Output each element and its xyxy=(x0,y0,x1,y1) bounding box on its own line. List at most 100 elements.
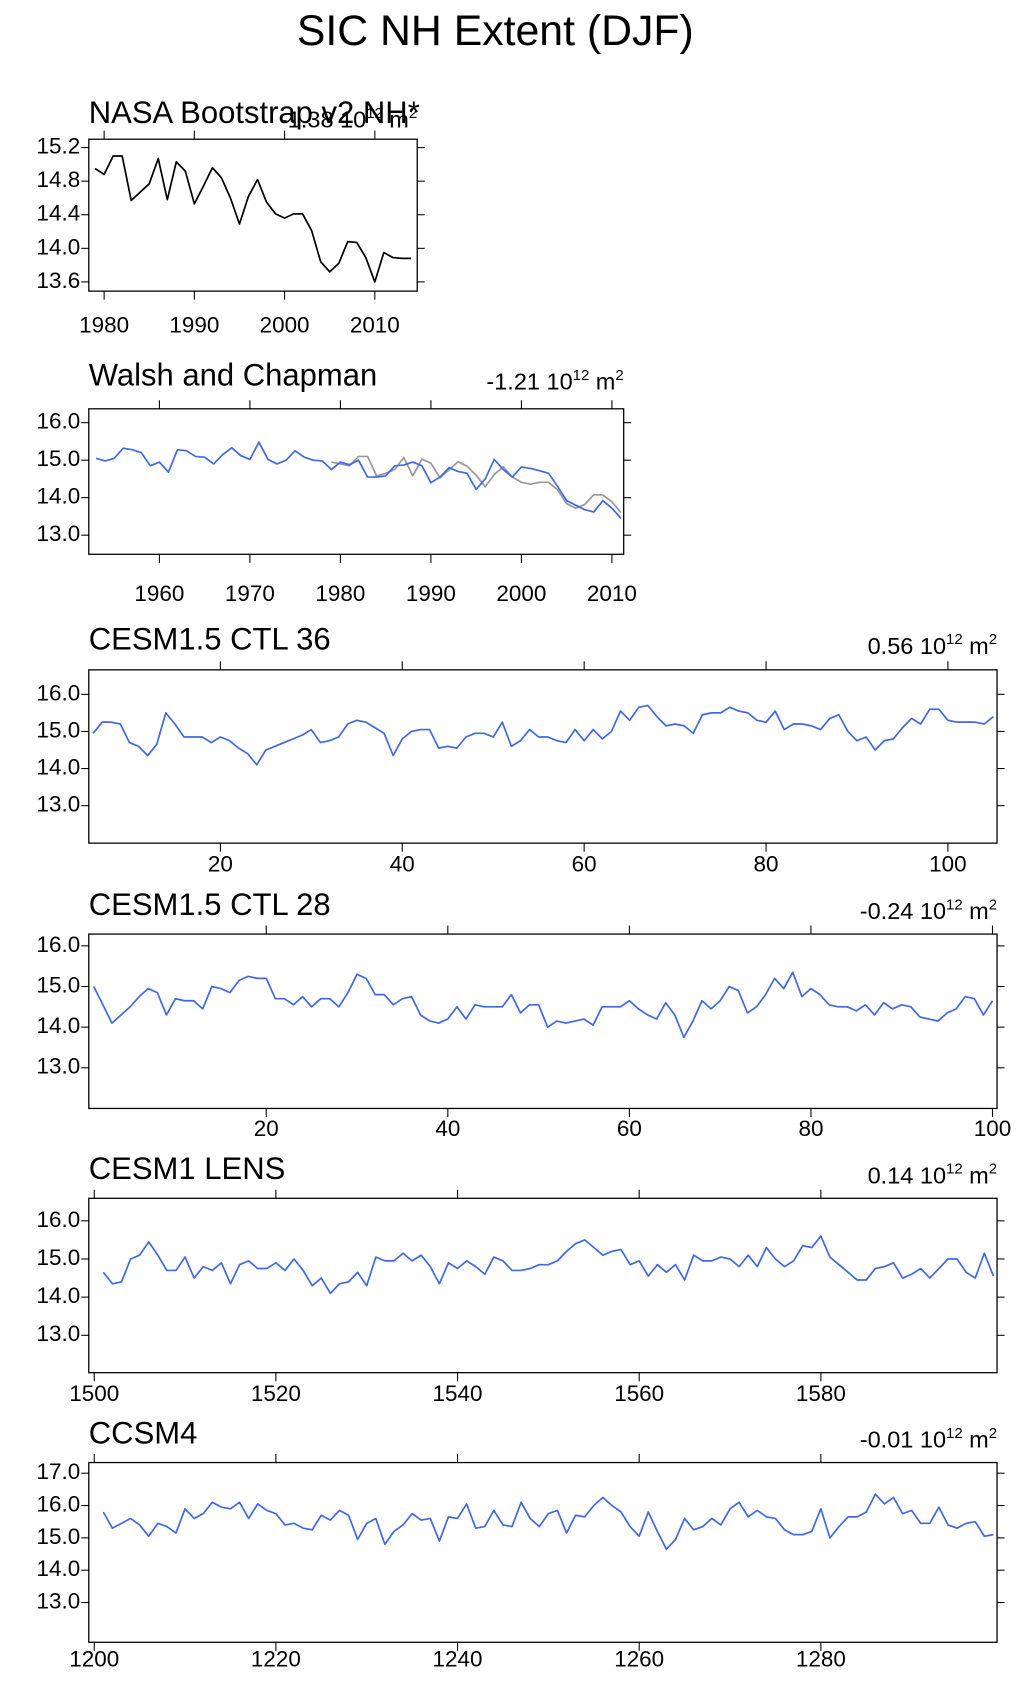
x-tick-label: 2000 xyxy=(496,581,546,606)
trend-annotation: -0.01 1012 m2 xyxy=(860,1425,997,1453)
trend-unit: m xyxy=(969,633,989,659)
y-tick-label: 16.0 xyxy=(37,1207,81,1232)
y-tick-label: 14.0 xyxy=(37,1283,81,1308)
trend-unit-exponent: 2 xyxy=(989,1425,997,1442)
trend-unit: m xyxy=(969,1162,989,1188)
y-tick-label: 14.4 xyxy=(37,201,81,226)
y-tick-label: 15.0 xyxy=(37,717,81,742)
panel-title: NASA Bootstrap v2 NH* xyxy=(89,95,420,130)
y-tick-label: 16.0 xyxy=(37,680,81,705)
trend-value: -0.24 10 xyxy=(860,898,946,924)
y-tick-label: 16.0 xyxy=(37,932,81,957)
y-tick-label: 13.0 xyxy=(37,792,81,817)
plot-frame xyxy=(88,408,625,555)
plot-frame xyxy=(88,933,998,1110)
panel-title: Walsh and Chapman xyxy=(89,357,378,392)
x-tick-label: 20 xyxy=(254,1116,279,1141)
y-tick-label: 13.6 xyxy=(37,268,81,293)
y-tick-label: 15.0 xyxy=(37,972,81,997)
trend-annotation: 0.56 1012 m2 xyxy=(868,631,997,659)
x-tick-label: 1500 xyxy=(69,1381,119,1406)
x-tick-label: 40 xyxy=(390,852,415,877)
y-tick-label: 13.0 xyxy=(37,1054,81,1079)
y-tick-label: 15.0 xyxy=(37,446,81,471)
y-tick-label: 15.2 xyxy=(37,134,81,159)
trend-value: -0.01 10 xyxy=(860,1427,946,1453)
x-tick-label: 100 xyxy=(974,1116,1011,1141)
trend-unit-exponent: 2 xyxy=(989,896,997,913)
y-tick-label: 14.0 xyxy=(37,1013,81,1038)
data-line xyxy=(92,704,994,766)
x-tick-label: 1520 xyxy=(251,1381,301,1406)
y-tick-label: 15.0 xyxy=(37,1524,81,1549)
figure-title: SIC NH Extent (DJF) xyxy=(297,7,694,55)
y-tick-label: 13.0 xyxy=(37,1321,81,1346)
trend-exponent: 12 xyxy=(946,1425,963,1442)
trend-annotation: -1.38 1012 m2 xyxy=(280,105,417,133)
data-line xyxy=(102,1235,995,1295)
trend-exponent: 12 xyxy=(946,896,963,913)
x-tick-label: 60 xyxy=(572,852,597,877)
x-tick-label: 1560 xyxy=(614,1381,664,1406)
y-tick-label: 13.0 xyxy=(37,1588,81,1613)
x-tick-label: 80 xyxy=(754,852,779,877)
x-tick-label: 2000 xyxy=(260,312,310,337)
x-tick-label: 60 xyxy=(617,1116,642,1141)
x-tick-label: 1540 xyxy=(433,1381,483,1406)
plot-frame xyxy=(88,1461,998,1643)
x-tick-label: 80 xyxy=(798,1116,823,1141)
plot-frame xyxy=(88,1197,998,1374)
trend-unit: m xyxy=(969,898,989,924)
x-tick-label: 1980 xyxy=(315,581,365,606)
x-tick-label: 1990 xyxy=(406,581,456,606)
panel-title: CCSM4 xyxy=(89,1415,198,1450)
data-line xyxy=(94,155,411,283)
trend-unit-exponent: 2 xyxy=(615,367,623,384)
y-tick-label: 14.8 xyxy=(37,167,81,192)
data-line xyxy=(102,1493,994,1551)
y-tick-label: 14.0 xyxy=(37,234,81,259)
y-tick-label: 16.0 xyxy=(37,409,81,434)
trend-unit-exponent: 2 xyxy=(989,631,997,648)
y-tick-label: 14.0 xyxy=(37,754,81,779)
y-tick-label: 13.0 xyxy=(37,521,81,546)
panel-title: CESM1.5 CTL 28 xyxy=(89,887,331,922)
trend-exponent: 12 xyxy=(946,1161,963,1178)
y-tick-label: 15.0 xyxy=(37,1245,81,1270)
trend-unit-exponent: 2 xyxy=(989,1161,997,1178)
trend-value: -1.38 10 xyxy=(280,106,366,132)
x-tick-label: 20 xyxy=(208,852,233,877)
trend-unit: m xyxy=(969,1427,989,1453)
x-tick-label: 2010 xyxy=(587,581,637,606)
trend-unit-exponent: 2 xyxy=(409,105,417,122)
trend-annotation: -0.24 1012 m2 xyxy=(860,896,997,924)
trend-unit: m xyxy=(596,369,616,395)
x-tick-label: 40 xyxy=(435,1116,460,1141)
panel-title: CESM1 LENS xyxy=(89,1151,286,1186)
data-line xyxy=(95,441,622,519)
y-tick-label: 17.0 xyxy=(37,1459,81,1484)
data-line xyxy=(93,971,994,1039)
trend-annotation: 0.14 1012 m2 xyxy=(868,1161,997,1189)
x-tick-label: 1960 xyxy=(134,581,184,606)
trend-exponent: 12 xyxy=(573,367,590,384)
x-tick-label: 2010 xyxy=(350,312,400,337)
x-tick-label: 1970 xyxy=(225,581,275,606)
trend-exponent: 12 xyxy=(946,631,963,648)
plot-frame xyxy=(88,138,418,292)
y-tick-label: 16.0 xyxy=(37,1491,81,1516)
y-tick-label: 14.0 xyxy=(37,1556,81,1581)
x-tick-label: 1980 xyxy=(79,312,129,337)
trend-value: 0.56 10 xyxy=(868,633,946,659)
x-tick-label: 1990 xyxy=(169,312,219,337)
plot-frame xyxy=(88,669,998,844)
x-tick-label: 100 xyxy=(929,852,966,877)
trend-value: -1.21 10 xyxy=(486,369,572,395)
trend-unit: m xyxy=(389,106,409,132)
panel-title: CESM1.5 CTL 36 xyxy=(89,622,331,657)
data-line xyxy=(331,455,622,514)
trend-exponent: 12 xyxy=(366,105,383,122)
trend-value: 0.14 10 xyxy=(868,1162,946,1188)
x-tick-label: 1580 xyxy=(796,1381,846,1406)
